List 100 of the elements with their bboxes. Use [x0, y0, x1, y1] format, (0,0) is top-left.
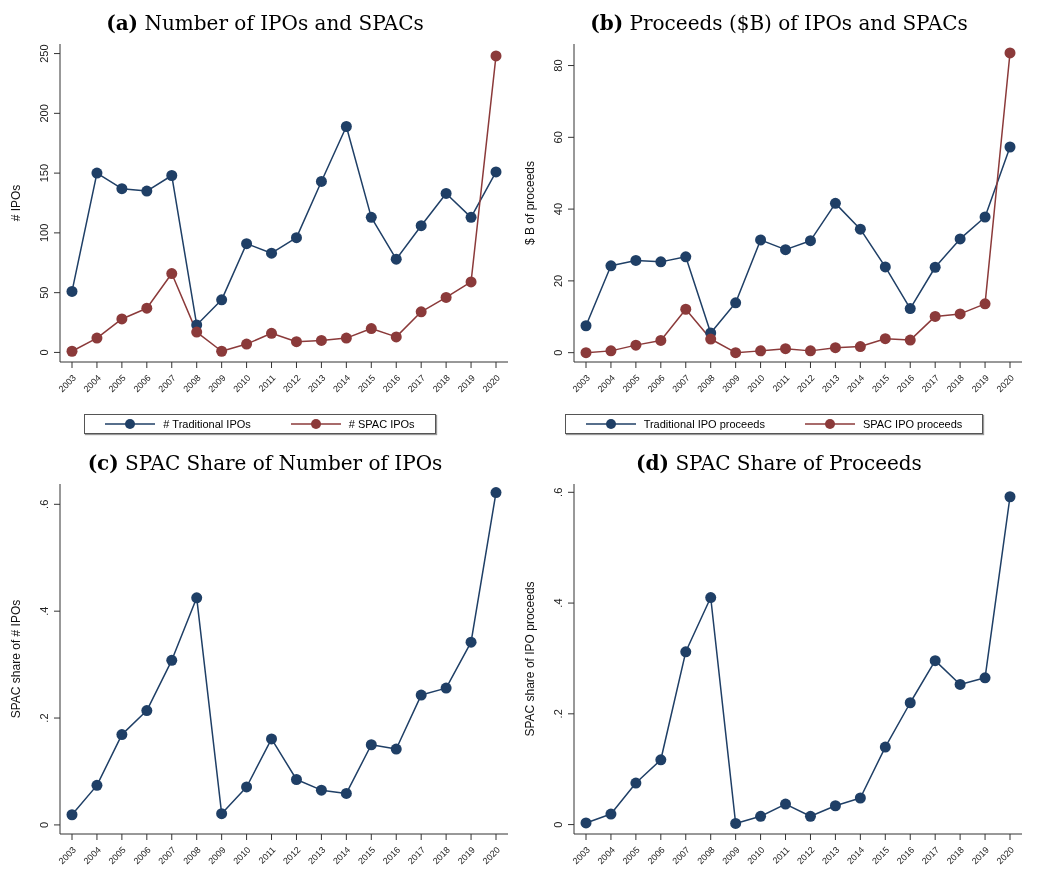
- chart-title: (d) SPAC Share of Proceeds: [635, 450, 923, 477]
- point: [854, 223, 866, 235]
- y-tick-label: 60: [552, 131, 564, 144]
- point: [829, 342, 841, 354]
- point: [879, 333, 891, 345]
- point: [440, 187, 452, 199]
- y-tick-label: 150: [38, 163, 50, 183]
- point: [191, 592, 203, 604]
- point: [415, 306, 427, 318]
- point: [979, 211, 991, 223]
- legend-label: SPAC IPO proceeds: [861, 418, 963, 430]
- point: [829, 800, 841, 812]
- point: [804, 345, 816, 357]
- point: [929, 261, 941, 273]
- point: [580, 347, 592, 359]
- point: [266, 733, 278, 745]
- point: [91, 779, 103, 791]
- point: [216, 808, 228, 820]
- point: [854, 341, 866, 353]
- point: [680, 251, 692, 263]
- y-tick-label: 0: [552, 821, 564, 828]
- point: [755, 810, 767, 822]
- point: [804, 810, 816, 822]
- point: [415, 689, 427, 701]
- y-tick-label: 0: [552, 349, 564, 356]
- point: [390, 331, 402, 343]
- point: [166, 170, 178, 181]
- point: [390, 253, 402, 265]
- y-tick-label: .4: [552, 598, 564, 608]
- point: [390, 743, 402, 755]
- point: [241, 338, 253, 350]
- chart-title: (b) Proceeds ($B) of IPOs and SPACs: [589, 10, 969, 37]
- y-tick-label: .6: [38, 499, 50, 509]
- point: [141, 185, 153, 197]
- point: [780, 343, 792, 355]
- point: [66, 809, 78, 821]
- point: [630, 339, 642, 351]
- point: [365, 739, 377, 751]
- point: [705, 592, 717, 604]
- point: [655, 754, 667, 766]
- point: [315, 334, 327, 346]
- y-axis-title: SPAC share of IPO proceeds: [523, 581, 538, 737]
- point: [465, 211, 477, 223]
- point: [1004, 491, 1016, 503]
- point: [730, 297, 742, 309]
- point: [415, 220, 427, 232]
- point: [66, 345, 78, 357]
- point: [804, 235, 816, 247]
- point: [605, 260, 617, 272]
- point: [580, 817, 592, 829]
- y-axis-title: # IPOs: [9, 184, 24, 222]
- point: [979, 672, 991, 684]
- y-tick-label: 200: [38, 104, 50, 123]
- point: [241, 238, 253, 250]
- point: [241, 781, 253, 793]
- point: [680, 303, 692, 315]
- point: [490, 50, 502, 62]
- point: [166, 654, 178, 666]
- legend-label: # Traditional IPOs: [162, 418, 251, 430]
- point: [116, 183, 128, 195]
- point: [730, 817, 742, 829]
- point: [440, 682, 452, 694]
- y-tick-label: .4: [38, 606, 50, 616]
- point: [680, 646, 692, 658]
- y-axis-title: SPAC share of # IPOs: [9, 599, 24, 719]
- point: [490, 166, 502, 178]
- point: [904, 303, 916, 315]
- point: [879, 261, 891, 273]
- point: [216, 345, 228, 357]
- point: [266, 247, 278, 259]
- point: [141, 705, 153, 717]
- point: [780, 244, 792, 256]
- point: [166, 268, 178, 280]
- point: [904, 334, 916, 346]
- point: [630, 254, 642, 266]
- point: [465, 276, 477, 288]
- point: [879, 741, 891, 753]
- point: [465, 636, 477, 648]
- point: [440, 291, 452, 303]
- y-tick-label: 20: [552, 274, 564, 288]
- point: [755, 234, 767, 246]
- legend-label: # SPAC IPOs: [347, 418, 415, 430]
- point: [290, 232, 302, 244]
- y-tick-label: 50: [38, 286, 50, 299]
- y-tick-label: 0: [38, 349, 50, 356]
- point: [655, 334, 667, 346]
- y-tick-label: 40: [552, 202, 564, 216]
- y-tick-label: 250: [38, 44, 50, 63]
- point: [979, 298, 991, 310]
- point: [929, 310, 941, 322]
- point: [216, 294, 228, 306]
- point: [755, 345, 767, 357]
- point: [730, 347, 742, 359]
- chart-title: (a) Number of IPOs and SPACs: [105, 10, 425, 37]
- point: [929, 655, 941, 667]
- point: [91, 332, 103, 344]
- point: [340, 332, 352, 344]
- y-tick-label: .2: [552, 709, 564, 719]
- point: [365, 211, 377, 223]
- point: [954, 308, 966, 320]
